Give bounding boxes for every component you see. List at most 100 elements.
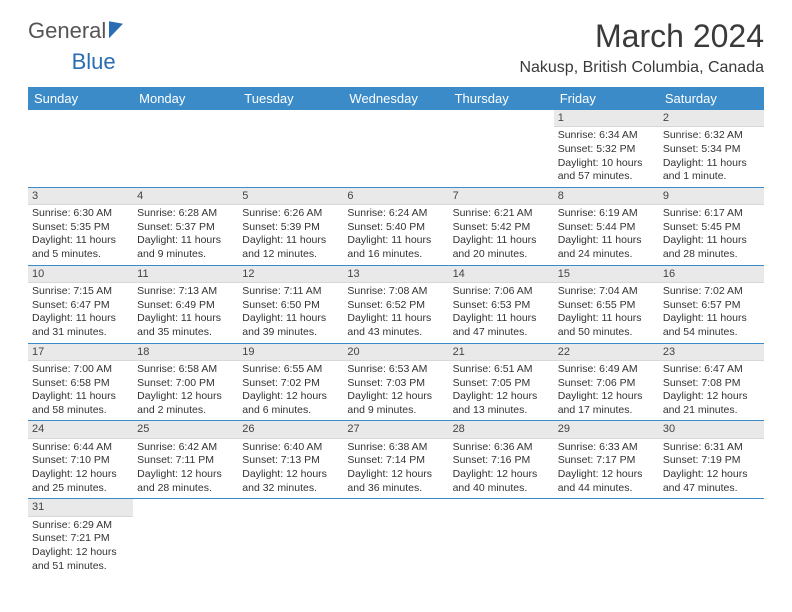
calendar-cell: 13Sunrise: 7:08 AMSunset: 6:52 PMDayligh… xyxy=(343,265,448,343)
calendar-week-row: 17Sunrise: 7:00 AMSunset: 6:58 PMDayligh… xyxy=(28,343,764,421)
sunrise-text: Sunrise: 6:55 AM xyxy=(242,363,339,377)
sunrise-text: Sunrise: 7:00 AM xyxy=(32,363,129,377)
day-body: Sunrise: 6:58 AMSunset: 7:00 PMDaylight:… xyxy=(133,361,238,421)
calendar-cell: 10Sunrise: 7:15 AMSunset: 6:47 PMDayligh… xyxy=(28,265,133,343)
calendar-cell: 24Sunrise: 6:44 AMSunset: 7:10 PMDayligh… xyxy=(28,421,133,499)
brand-part1: General xyxy=(28,18,106,44)
sunrise-text: Sunrise: 6:28 AM xyxy=(137,207,234,221)
sunset-text: Sunset: 7:08 PM xyxy=(663,377,760,391)
calendar-cell: 1Sunrise: 6:34 AMSunset: 5:32 PMDaylight… xyxy=(554,110,659,187)
calendar-table: SundayMondayTuesdayWednesdayThursdayFrid… xyxy=(28,87,764,576)
day-body: Sunrise: 6:51 AMSunset: 7:05 PMDaylight:… xyxy=(449,361,554,421)
sunset-text: Sunset: 5:34 PM xyxy=(663,143,760,157)
sunrise-text: Sunrise: 7:13 AM xyxy=(137,285,234,299)
calendar-cell: 30 Sunrise: 6:31 AMSunset: 7:19 PMDayligh… xyxy=(659,421,764,499)
calendar-cell: 25Sunrise: 6:42 AMSunset: 7:11 PMDayligh… xyxy=(133,421,238,499)
calendar-cell: 29Sunrise: 6:33 AMSunset: 7:17 PMDayligh… xyxy=(554,421,659,499)
calendar-cell-empty xyxy=(343,110,448,187)
sunrise-text: Sunrise: 6:33 AM xyxy=(558,441,655,455)
sunrise-text: Sunrise: 6:31 AM xyxy=(663,441,760,455)
daylight-text: Daylight: 11 hours and 12 minutes. xyxy=(242,234,339,261)
day-number: 2 xyxy=(659,110,764,127)
sunset-text: Sunset: 7:00 PM xyxy=(137,377,234,391)
daylight-text: Daylight: 12 hours and 13 minutes. xyxy=(453,390,550,417)
calendar-header-row: SundayMondayTuesdayWednesdayThursdayFrid… xyxy=(28,87,764,110)
calendar-cell: 11Sunrise: 7:13 AMSunset: 6:49 PMDayligh… xyxy=(133,265,238,343)
sunset-text: Sunset: 7:05 PM xyxy=(453,377,550,391)
daylight-text: Daylight: 11 hours and 54 minutes. xyxy=(663,312,760,339)
calendar-cell: 16Sunrise: 7:02 AMSunset: 6:57 PMDayligh… xyxy=(659,265,764,343)
daylight-text: Daylight: 11 hours and 47 minutes. xyxy=(453,312,550,339)
sunset-text: Sunset: 5:45 PM xyxy=(663,221,760,235)
calendar-cell: 18Sunrise: 6:58 AMSunset: 7:00 PMDayligh… xyxy=(133,343,238,421)
sunrise-text: Sunrise: 6:42 AM xyxy=(137,441,234,455)
sunrise-text: Sunrise: 6:29 AM xyxy=(32,519,129,533)
day-number: 6 xyxy=(343,188,448,205)
day-body: Sunrise: 7:00 AMSunset: 6:58 PMDaylight:… xyxy=(28,361,133,421)
day-number: 8 xyxy=(554,188,659,205)
calendar-week-row: 10Sunrise: 7:15 AMSunset: 6:47 PMDayligh… xyxy=(28,265,764,343)
day-number: 16 xyxy=(659,266,764,283)
sunrise-text: Sunrise: 7:11 AM xyxy=(242,285,339,299)
sunrise-text: Sunrise: 6:40 AM xyxy=(242,441,339,455)
day-body: Sunrise: 6:17 AMSunset: 5:45 PMDaylight:… xyxy=(659,205,764,265)
calendar-cell-empty xyxy=(133,110,238,187)
daylight-text: Daylight: 11 hours and 58 minutes. xyxy=(32,390,129,417)
daylight-text: Daylight: 11 hours and 20 minutes. xyxy=(453,234,550,261)
sunrise-text: Sunrise: 6:44 AM xyxy=(32,441,129,455)
day-number: 28 xyxy=(449,421,554,438)
sunset-text: Sunset: 7:10 PM xyxy=(32,454,129,468)
calendar-cell: 31Sunrise: 6:29 AMSunset: 7:21 PMDayligh… xyxy=(28,499,133,576)
day-body: Sunrise: 6:38 AMSunset: 7:14 PMDaylight:… xyxy=(343,439,448,499)
daylight-text: Daylight: 11 hours and 35 minutes. xyxy=(137,312,234,339)
day-body: Sunrise: 7:15 AMSunset: 6:47 PMDaylight:… xyxy=(28,283,133,343)
day-body: Sunrise: 6:49 AMSunset: 7:06 PMDaylight:… xyxy=(554,361,659,421)
day-body: Sunrise: 6:26 AMSunset: 5:39 PMDaylight:… xyxy=(238,205,343,265)
calendar-cell-empty xyxy=(133,499,238,576)
weekday-header: Sunday xyxy=(28,87,133,110)
calendar-cell: 26Sunrise: 6:40 AMSunset: 7:13 PMDayligh… xyxy=(238,421,343,499)
calendar-cell: 7 Sunrise: 6:21 AMSunset: 5:42 PMDaylight… xyxy=(449,187,554,265)
weekday-header: Friday xyxy=(554,87,659,110)
sunrise-text: Sunrise: 6:49 AM xyxy=(558,363,655,377)
calendar-week-row: 1Sunrise: 6:34 AMSunset: 5:32 PMDaylight… xyxy=(28,110,764,187)
day-body: Sunrise: 6:30 AMSunset: 5:35 PMDaylight:… xyxy=(28,205,133,265)
day-number: 13 xyxy=(343,266,448,283)
day-body: Sunrise: 7:11 AMSunset: 6:50 PMDaylight:… xyxy=(238,283,343,343)
sunrise-text: Sunrise: 7:15 AM xyxy=(32,285,129,299)
day-number: 5 xyxy=(238,188,343,205)
brand-logo: General xyxy=(28,18,125,44)
day-number: 30 xyxy=(659,421,764,438)
sunset-text: Sunset: 5:35 PM xyxy=(32,221,129,235)
daylight-text: Daylight: 12 hours and 44 minutes. xyxy=(558,468,655,495)
sunset-text: Sunset: 7:19 PM xyxy=(663,454,760,468)
day-body: Sunrise: 6:29 AMSunset: 7:21 PMDaylight:… xyxy=(28,517,133,577)
day-body: Sunrise: 7:08 AMSunset: 6:52 PMDaylight:… xyxy=(343,283,448,343)
sunrise-text: Sunrise: 6:30 AM xyxy=(32,207,129,221)
brand-part2: Blue xyxy=(72,49,116,75)
day-number: 24 xyxy=(28,421,133,438)
daylight-text: Daylight: 11 hours and 24 minutes. xyxy=(558,234,655,261)
day-number: 19 xyxy=(238,344,343,361)
sunrise-text: Sunrise: 6:21 AM xyxy=(453,207,550,221)
sunset-text: Sunset: 5:42 PM xyxy=(453,221,550,235)
location-label: Nakusp, British Columbia, Canada xyxy=(519,59,764,77)
day-body: Sunrise: 6:24 AMSunset: 5:40 PMDaylight:… xyxy=(343,205,448,265)
day-body: Sunrise: 7:13 AMSunset: 6:49 PMDaylight:… xyxy=(133,283,238,343)
day-number: 9 xyxy=(659,188,764,205)
day-number: 7 xyxy=(449,188,554,205)
day-number: 25 xyxy=(133,421,238,438)
sunrise-text: Sunrise: 6:51 AM xyxy=(453,363,550,377)
calendar-cell: 27Sunrise: 6:38 AMSunset: 7:14 PMDayligh… xyxy=(343,421,448,499)
sunset-text: Sunset: 7:17 PM xyxy=(558,454,655,468)
calendar-week-row: 31Sunrise: 6:29 AMSunset: 7:21 PMDayligh… xyxy=(28,499,764,576)
day-body: Sunrise: 6:42 AMSunset: 7:11 PMDaylight:… xyxy=(133,439,238,499)
sunrise-text: Sunrise: 6:47 AM xyxy=(663,363,760,377)
day-number: 26 xyxy=(238,421,343,438)
daylight-text: Daylight: 12 hours and 21 minutes. xyxy=(663,390,760,417)
daylight-text: Daylight: 11 hours and 9 minutes. xyxy=(137,234,234,261)
calendar-cell: 6Sunrise: 6:24 AMSunset: 5:40 PMDaylight… xyxy=(343,187,448,265)
day-body: Sunrise: 6:33 AMSunset: 7:17 PMDaylight:… xyxy=(554,439,659,499)
daylight-text: Daylight: 12 hours and 47 minutes. xyxy=(663,468,760,495)
daylight-text: Daylight: 11 hours and 31 minutes. xyxy=(32,312,129,339)
